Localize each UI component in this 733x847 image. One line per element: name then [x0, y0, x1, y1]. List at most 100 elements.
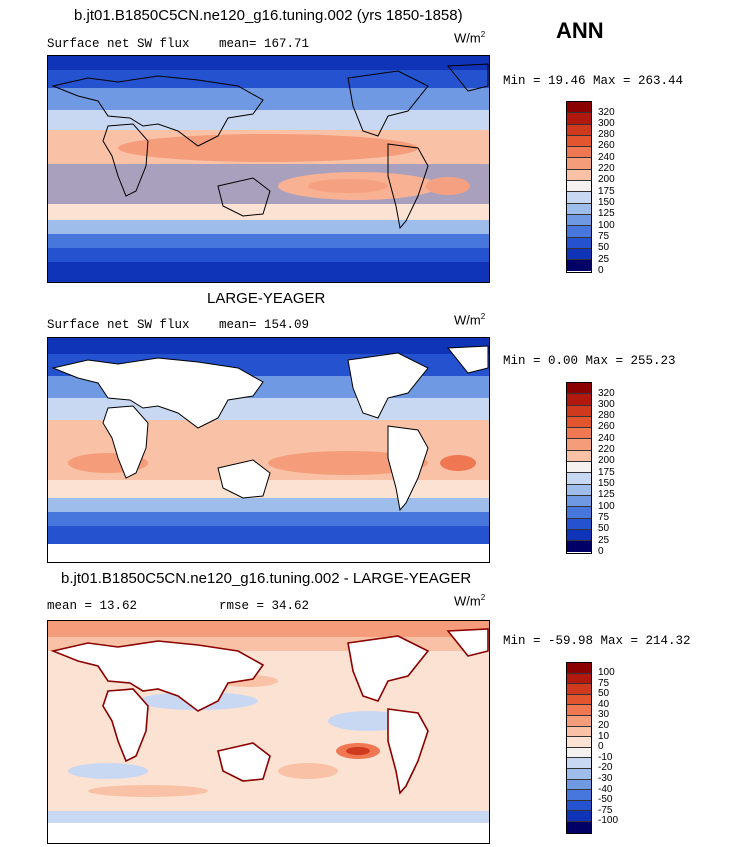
colorbar-bin: [567, 484, 591, 496]
colorbar-label: 75: [598, 512, 610, 523]
colorbar-bin: [567, 541, 591, 553]
colorbar-label: 25: [598, 535, 610, 546]
colorbar-bin: [567, 450, 591, 463]
colorbar-bin: [567, 821, 591, 833]
colorbar-bin: [567, 768, 591, 780]
colorbar-label: 220: [598, 444, 615, 455]
colorbar-label: 280: [598, 410, 615, 421]
colorbar-bin: [567, 694, 591, 706]
panel-2-variable: Surface net SW flux: [47, 318, 190, 332]
panel-1-minmax: Min = 19.46 Max = 263.44: [503, 74, 684, 88]
colorbar-bin: [567, 758, 591, 769]
colorbar-bin: [567, 124, 591, 136]
colorbar-bin: [567, 726, 591, 738]
colorbar-label: 300: [598, 399, 615, 410]
colorbar-bin: [567, 529, 591, 542]
colorbar-label: 40: [598, 699, 610, 710]
colorbar-bin: [567, 383, 591, 395]
colorbar-label: 30: [598, 709, 610, 720]
colorbar-label: 175: [598, 186, 615, 197]
colorbar-label: 320: [598, 107, 615, 118]
panel-3-map: [47, 620, 490, 844]
colorbar-label: 100: [598, 501, 615, 512]
colorbar-label: 50: [598, 523, 610, 534]
colorbar-bin: [567, 747, 591, 759]
colorbar-bin: [567, 416, 591, 429]
panel-2-title: LARGE-YEAGER: [207, 290, 326, 307]
colorbar-label: 50: [598, 242, 610, 253]
colorbar-label: 240: [598, 152, 615, 163]
colorbar-label: 220: [598, 163, 615, 174]
colorbar-label: 280: [598, 129, 615, 140]
panel-3-title: b.jt01.B1850C5CN.ne120_g16.tuning.002 - …: [61, 570, 472, 587]
colorbar-label: 240: [598, 433, 615, 444]
colorbar-bin: [567, 214, 591, 227]
colorbar-bin: [567, 192, 591, 204]
colorbar-bin: [567, 473, 591, 485]
colorbar-label: 20: [598, 720, 610, 731]
panel-3-minmax: Min = -59.98 Max = 214.32: [503, 634, 691, 648]
colorbar-bin: [567, 102, 591, 114]
colorbar-label: 0: [598, 265, 604, 276]
colorbar-bin: [567, 226, 591, 238]
panel-3-colorbar: [566, 662, 592, 834]
panel-2-mean: mean= 154.09: [219, 318, 310, 332]
units-exp: 2: [480, 30, 486, 39]
colorbar-label: 75: [598, 231, 610, 242]
panel-3-mean: mean = 13.62: [47, 599, 138, 613]
colorbar-label: 10: [598, 731, 610, 742]
colorbar-bin: [567, 790, 591, 801]
units-exp: 2: [480, 593, 486, 602]
panel-1-title: b.jt01.B1850C5CN.ne120_g16.tuning.002 (y…: [74, 7, 463, 24]
units-base: W/m: [454, 593, 481, 609]
colorbar-label: -100: [598, 815, 619, 826]
colorbar-label: 0: [598, 546, 604, 557]
units-base: W/m: [454, 30, 481, 46]
colorbar-bin: [567, 737, 591, 748]
colorbar-bin: [567, 248, 591, 261]
colorbar-label: 125: [598, 208, 615, 219]
panel-1-map: [47, 55, 490, 283]
panel-1-variable: Surface net SW flux: [47, 37, 190, 51]
colorbar-label: -50: [598, 794, 613, 805]
units-base: W/m: [454, 312, 481, 328]
colorbar-label: 50: [598, 688, 610, 699]
panel-1-units: W/m2: [454, 30, 485, 45]
colorbar-label: 100: [598, 667, 615, 678]
panel-3-units: W/m2: [454, 593, 485, 608]
colorbar-label: 260: [598, 140, 615, 151]
panel-1-colorbar: [566, 101, 592, 273]
colorbar-label: -75: [598, 805, 613, 816]
colorbar-bin: [567, 705, 591, 716]
panel-3-field: [48, 621, 489, 843]
colorbar-bin: [567, 135, 591, 148]
panel-2-units: W/m2: [454, 312, 485, 327]
colorbar-bin: [567, 684, 591, 695]
colorbar-label: -10: [598, 752, 613, 763]
panel-1-field: [48, 56, 489, 282]
colorbar-label: 100: [598, 220, 615, 231]
colorbar-label: 0: [598, 741, 604, 752]
colorbar-bin: [567, 715, 591, 727]
panel-3-rmse: rmse = 34.62: [219, 599, 310, 613]
colorbar-label: 75: [598, 678, 610, 689]
season-label: ANN: [556, 18, 604, 43]
colorbar-bin: [567, 800, 591, 812]
colorbar-bin: [567, 439, 591, 451]
colorbar-bin: [567, 113, 591, 125]
panel-2-map: [47, 337, 490, 563]
colorbar-label: -20: [598, 762, 613, 773]
panel-2-field: [48, 338, 489, 562]
colorbar-label: 175: [598, 467, 615, 478]
colorbar-bin: [567, 203, 591, 215]
colorbar-label: 320: [598, 388, 615, 399]
colorbar-bin: [567, 507, 591, 519]
colorbar-bin: [567, 169, 591, 182]
colorbar-bin: [567, 673, 591, 685]
colorbar-label: -30: [598, 773, 613, 784]
colorbar-bin: [567, 663, 591, 674]
colorbar-bin: [567, 462, 591, 474]
colorbar-label: -40: [598, 784, 613, 795]
colorbar-label: 25: [598, 254, 610, 265]
colorbar-label: 200: [598, 455, 615, 466]
